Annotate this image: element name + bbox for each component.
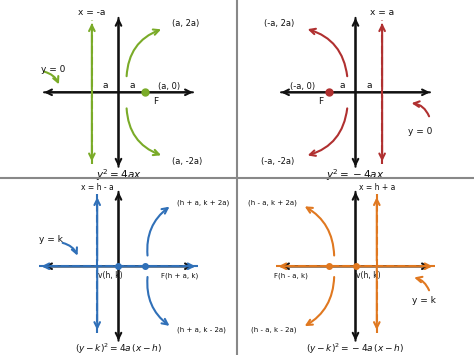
Text: (h - a, k - 2a): (h - a, k - 2a) — [251, 327, 297, 333]
Text: a: a — [339, 81, 345, 90]
Text: a: a — [366, 81, 372, 90]
Text: (h - a, k + 2a): (h - a, k + 2a) — [248, 199, 297, 206]
Text: x = -a: x = -a — [78, 8, 106, 17]
Text: $(y - k)^2 = 4a\,(x - h)$: $(y - k)^2 = 4a\,(x - h)$ — [75, 342, 162, 355]
Text: F(h + a, k): F(h + a, k) — [161, 272, 198, 279]
Text: F(h - a, k): F(h - a, k) — [273, 272, 308, 279]
Text: (a, -2a): (a, -2a) — [172, 157, 202, 166]
Text: (a, 2a): (a, 2a) — [172, 18, 199, 28]
Text: (-a, 2a): (-a, 2a) — [264, 18, 294, 28]
Text: v(h, k): v(h, k) — [356, 271, 381, 280]
Text: x = h - a: x = h - a — [81, 183, 114, 192]
Text: (-a, 0): (-a, 0) — [291, 82, 316, 92]
Text: $y^2 = - 4ax$: $y^2 = - 4ax$ — [326, 167, 385, 183]
Text: v(h, k): v(h, k) — [98, 271, 123, 280]
Text: a: a — [102, 81, 108, 90]
Text: F: F — [319, 97, 324, 106]
Text: $(y - k)^2 = -4a\,(x - h)$: $(y - k)^2 = -4a\,(x - h)$ — [307, 342, 404, 355]
Text: y = 0: y = 0 — [41, 65, 66, 74]
Text: y = 0: y = 0 — [408, 127, 433, 136]
Text: $y^2 = 4ax$: $y^2 = 4ax$ — [96, 167, 141, 183]
Text: (h + a, k - 2a): (h + a, k - 2a) — [177, 327, 226, 333]
Text: (-a, -2a): (-a, -2a) — [261, 157, 294, 166]
Text: (h + a, k + 2a): (h + a, k + 2a) — [177, 199, 229, 206]
Text: y = k: y = k — [411, 296, 436, 305]
Text: F: F — [153, 97, 158, 106]
Text: a: a — [129, 81, 135, 90]
Text: x = h + a: x = h + a — [359, 183, 395, 192]
Text: (a, 0): (a, 0) — [158, 82, 181, 92]
Text: x = a: x = a — [370, 8, 394, 17]
Text: y = k: y = k — [38, 235, 63, 244]
